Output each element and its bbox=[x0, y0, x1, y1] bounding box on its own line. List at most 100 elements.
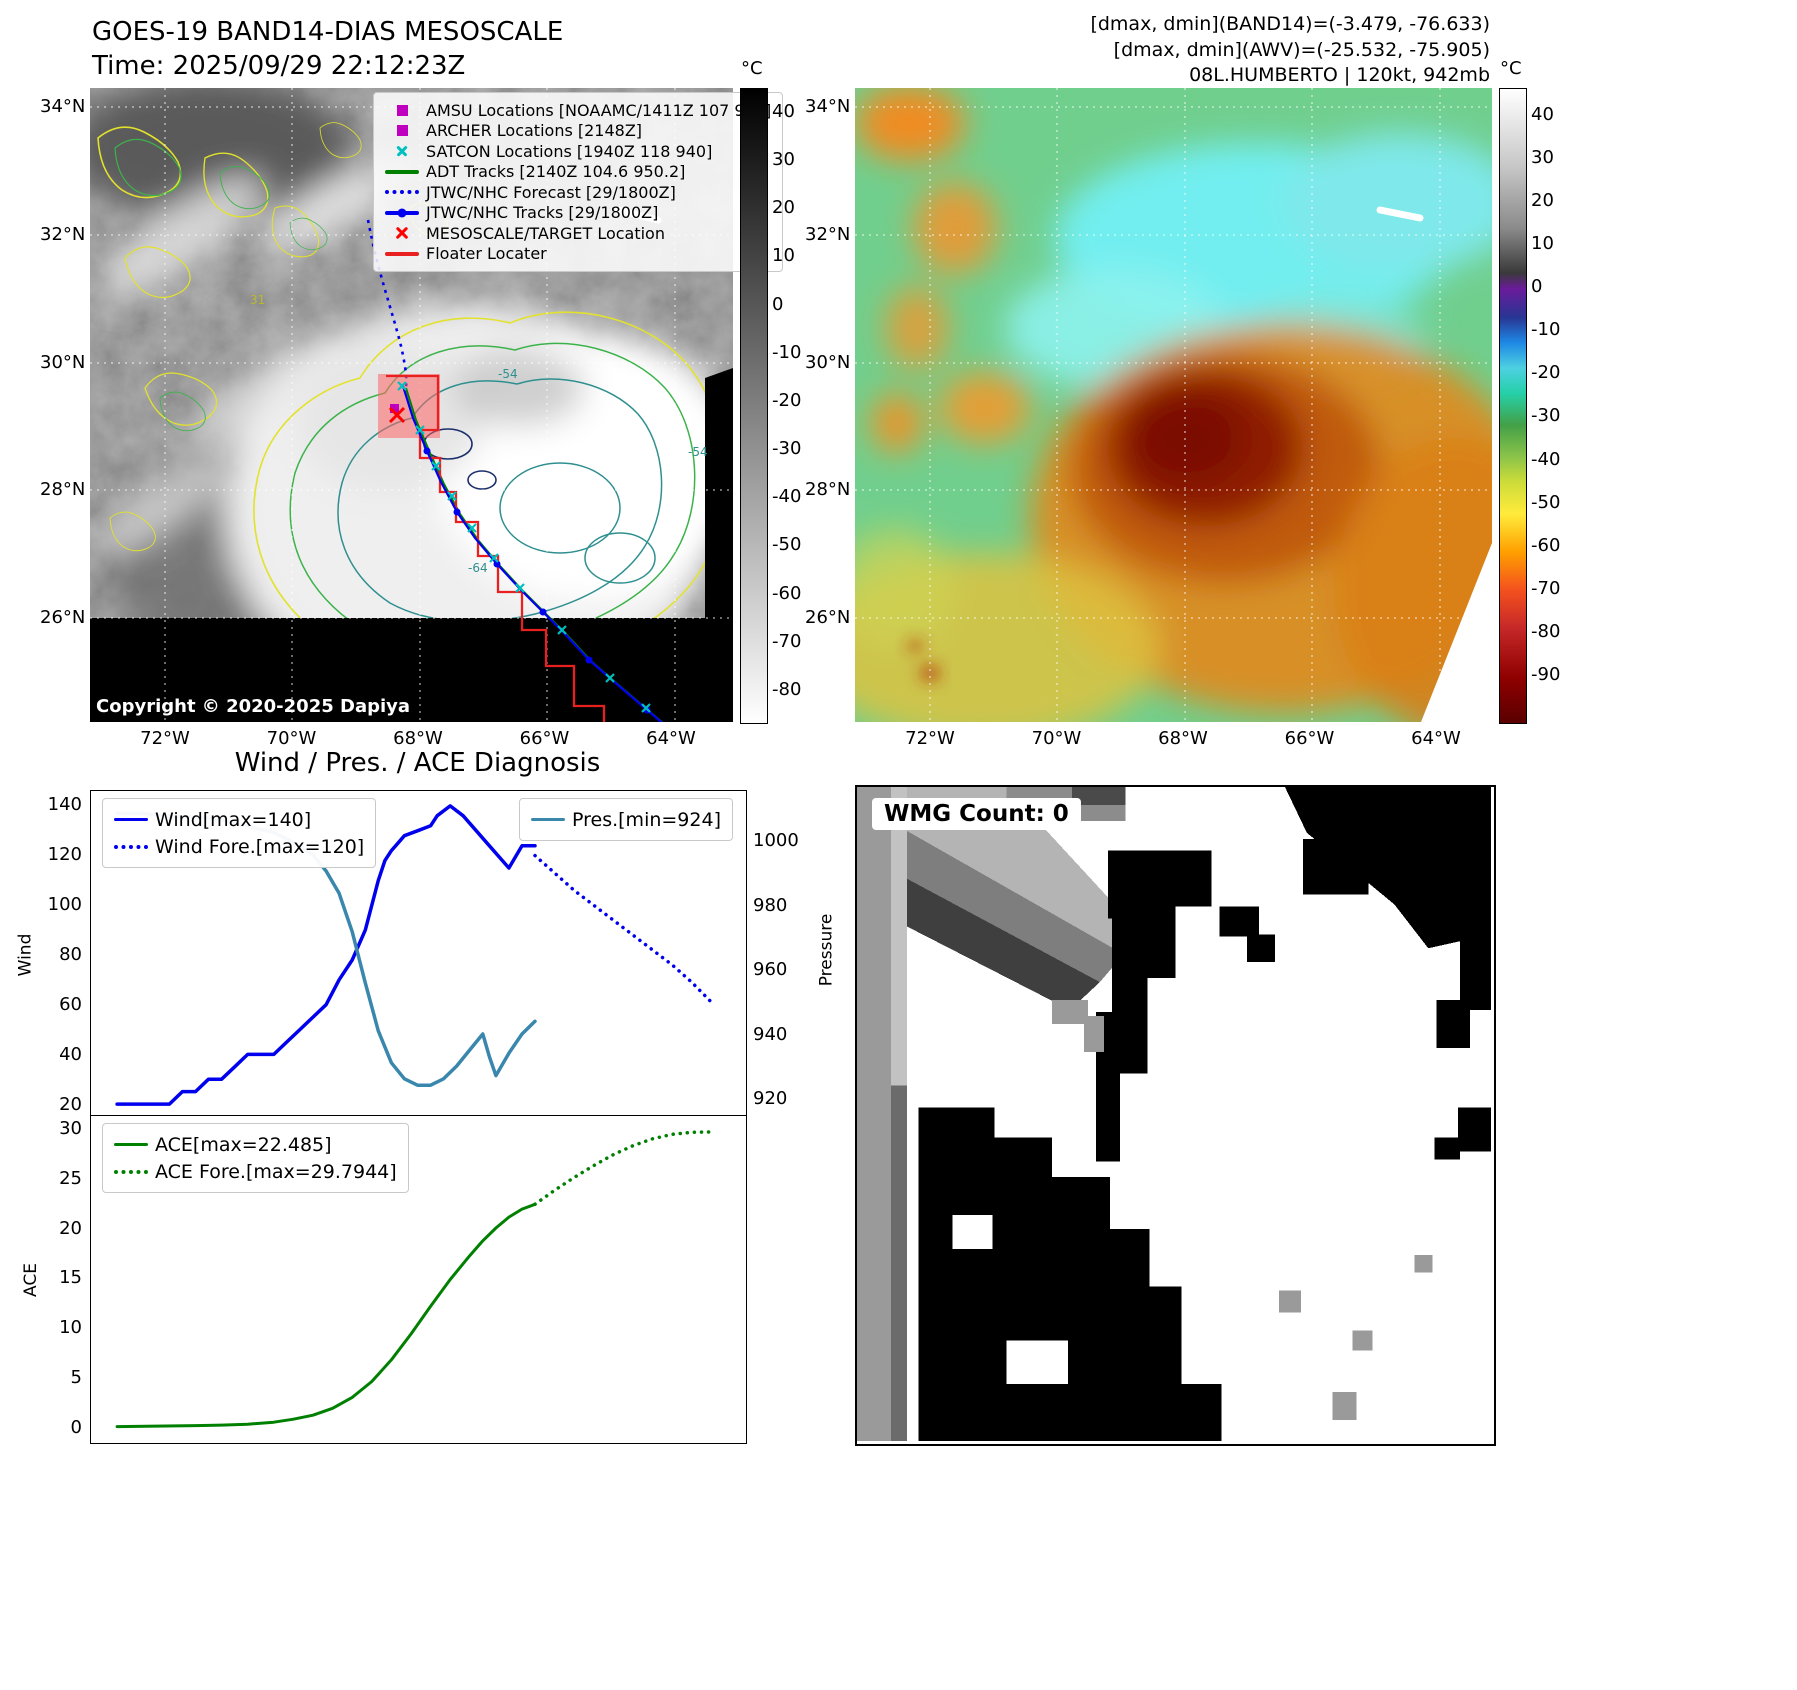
tick-label: 66°W bbox=[519, 728, 570, 749]
tick-label: 40 bbox=[59, 1044, 82, 1065]
band14-lat-axis: 34°N 32°N 30°N 28°N 26°N bbox=[40, 96, 85, 629]
steelblue-line-icon bbox=[531, 812, 565, 828]
scan-edge bbox=[1421, 543, 1492, 722]
awv-map bbox=[855, 88, 1492, 722]
tick-label: -20 bbox=[1531, 362, 1561, 384]
tick-label: 960 bbox=[753, 959, 788, 980]
awv-header-dmax-awv: [dmax, dmin](AWV)=(-25.532, -75.905) bbox=[1113, 38, 1490, 61]
tick-label: 30 bbox=[772, 149, 795, 171]
tick-label: 30 bbox=[59, 1118, 82, 1139]
pressure-legend: Pres.[min=924] bbox=[519, 798, 733, 841]
blue-line-dot-icon bbox=[385, 205, 419, 221]
tick-label: 0 bbox=[70, 1416, 82, 1438]
red-x-icon bbox=[385, 225, 419, 241]
tick-label: 10 bbox=[59, 1317, 82, 1339]
tick-label: 10 bbox=[772, 245, 795, 267]
tick-label: 26°N bbox=[805, 607, 851, 628]
tick-label: -10 bbox=[772, 341, 802, 363]
contour-label: -64 bbox=[468, 561, 488, 575]
wmg-count-badge: WMG Count: 0 bbox=[872, 798, 1081, 830]
awv-colorbar bbox=[1499, 88, 1527, 724]
band14-legend: AMSU Locations [NOAAMC/1411Z 107 953] AR… bbox=[373, 92, 784, 272]
tick-label: 1000 bbox=[753, 830, 799, 851]
tick-label: 34°N bbox=[805, 96, 851, 117]
tick-label: 28°N bbox=[40, 479, 86, 501]
legend-item-wind-forecast: Wind Fore.[max=120] bbox=[114, 833, 364, 860]
tick-label: -30 bbox=[772, 438, 802, 460]
tick-label: -80 bbox=[772, 678, 802, 700]
green-dotted-line-icon bbox=[114, 1164, 148, 1180]
no-data-band bbox=[90, 618, 733, 722]
tick-label: 920 bbox=[753, 1088, 788, 1109]
tick-label: 100 bbox=[47, 894, 82, 915]
awv-image bbox=[855, 88, 1492, 722]
tick-label: 64°W bbox=[1411, 728, 1461, 749]
band14-colorbar-unit: °C bbox=[741, 58, 763, 79]
target-x-marker bbox=[388, 406, 406, 424]
tick-label: -70 bbox=[1531, 577, 1561, 599]
satcon-markers bbox=[397, 381, 651, 713]
tick-label: 20 bbox=[772, 197, 795, 219]
tick-label: 20 bbox=[1531, 190, 1554, 212]
green-line-icon bbox=[385, 164, 419, 180]
awv-lon-axis: 72°W 70°W 68°W 66°W 64°W bbox=[898, 728, 1468, 749]
tick-label: -50 bbox=[1531, 491, 1561, 513]
red-line-icon bbox=[385, 246, 419, 262]
tick-label: 72°W bbox=[905, 728, 955, 749]
tick-label: 15 bbox=[59, 1267, 82, 1289]
cloud-field bbox=[90, 88, 733, 713]
legend-item-satcon: SATCON Locations [1940Z 118 940] bbox=[385, 141, 771, 162]
tick-label: 20 bbox=[59, 1094, 82, 1115]
awv-lat-axis: 34°N 32°N 30°N 28°N 26°N bbox=[805, 96, 850, 629]
band14-time: Time: 2025/09/29 22:12:23Z bbox=[92, 50, 466, 81]
contour-label: 31 bbox=[250, 293, 265, 307]
tick-label: 980 bbox=[753, 894, 788, 916]
tick-label: 940 bbox=[753, 1023, 788, 1045]
awv-header-block: [dmax, dmin](BAND14)=(-3.479, -76.633) [… bbox=[1090, 12, 1490, 89]
band14-lon-axis: 72°W 70°W 68°W 66°W 64°W bbox=[133, 728, 703, 749]
tick-label: 40 bbox=[1531, 104, 1554, 125]
floater-track bbox=[386, 374, 606, 722]
tick-label: -60 bbox=[772, 582, 802, 604]
wind-legend: Wind[max=140] Wind Fore.[max=120] bbox=[102, 798, 377, 868]
pressure-y-axis: 1000 980 960 940 920 bbox=[753, 830, 799, 1110]
tick-label: 26°N bbox=[40, 607, 86, 628]
tick-label: 120 bbox=[47, 844, 82, 865]
tick-label: 30 bbox=[1531, 147, 1554, 169]
tick-label: 68°W bbox=[393, 728, 443, 749]
magenta-square-icon bbox=[385, 102, 419, 118]
ace-axis-label: ACE bbox=[20, 1263, 41, 1297]
tick-label: 64°W bbox=[646, 728, 696, 749]
tick-label: 66°W bbox=[1284, 728, 1335, 749]
tick-label: -40 bbox=[772, 486, 802, 508]
amsu-marker bbox=[390, 404, 399, 413]
tick-label: 32°N bbox=[40, 223, 86, 245]
tick-label: -60 bbox=[1531, 534, 1561, 556]
band14-title-block: GOES-19 BAND14-DIAS MESOSCALE Time: 2025… bbox=[92, 16, 563, 84]
legend-item-forecast: JTWC/NHC Forecast [29/1800Z] bbox=[385, 182, 771, 203]
legend-item-floater: Floater Locater bbox=[385, 244, 771, 265]
tick-label: 0 bbox=[1531, 276, 1543, 298]
tick-label: 20 bbox=[59, 1217, 82, 1239]
wmg-panel bbox=[855, 785, 1496, 1446]
tick-label: 68°W bbox=[1158, 728, 1208, 749]
ace-plot bbox=[115, 1130, 714, 1429]
tick-label: 140 bbox=[47, 794, 82, 815]
tick-label: -70 bbox=[772, 630, 802, 652]
band14-colorbar-ticks: 40 30 20 10 0 -10 -20 -30 -40 -50 -60 -7… bbox=[772, 101, 801, 701]
wind-axis-label: Wind bbox=[15, 933, 36, 977]
copyright-text: Copyright © 2020-2025 Dapiya bbox=[96, 696, 410, 717]
tick-label: 30°N bbox=[805, 351, 851, 373]
tick-label: -20 bbox=[772, 389, 802, 411]
wind-y-axis: 140 120 100 80 60 40 20 bbox=[46, 794, 82, 1116]
magenta-square-icon bbox=[385, 123, 419, 139]
diagnosis-title: Wind / Pres. / ACE Diagnosis bbox=[234, 748, 601, 778]
tick-label: -30 bbox=[1531, 405, 1561, 427]
legend-item-archer: ARCHER Locations [2148Z] bbox=[385, 121, 771, 142]
tick-label: 34°N bbox=[40, 96, 86, 117]
tick-label: 72°W bbox=[140, 728, 190, 749]
cyan-x-icon bbox=[385, 143, 419, 159]
legend-item-tracks: JTWC/NHC Tracks [29/1800Z] bbox=[385, 203, 771, 224]
tick-label: 5 bbox=[70, 1367, 82, 1389]
tick-label: 70°W bbox=[266, 728, 317, 749]
